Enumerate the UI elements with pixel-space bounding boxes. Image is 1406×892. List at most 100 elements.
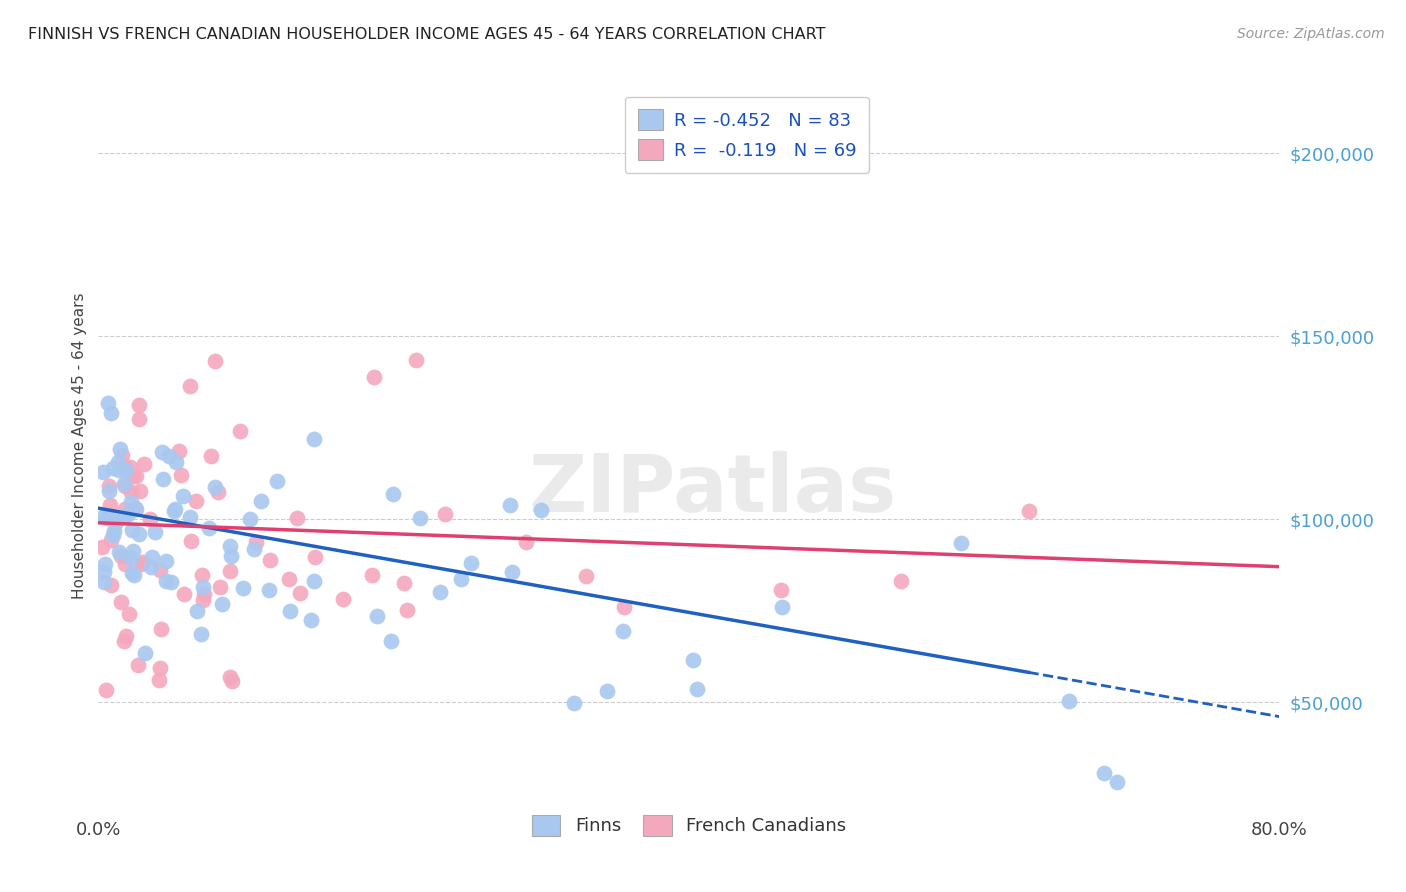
Point [128, 527, 150, 541]
Point [111, 449, 134, 463]
Point [141, 550, 163, 565]
Point [530, 502, 553, 516]
Point [193, 580, 215, 594]
Point [409, 511, 432, 525]
Point [304, 574, 326, 588]
Point [157, 449, 180, 463]
Point [134, 646, 156, 660]
Point [107, 455, 129, 469]
Point [112, 634, 135, 648]
Point [285, 511, 308, 525]
Point [191, 567, 214, 582]
Point [180, 534, 202, 549]
Point [100, 406, 122, 420]
Point [277, 573, 299, 587]
Point [103, 524, 125, 538]
Point [118, 607, 141, 622]
Point [165, 455, 187, 469]
Point [685, 682, 707, 697]
Point [94, 558, 117, 572]
Point [200, 449, 222, 463]
Point [110, 595, 132, 609]
Point [232, 582, 254, 596]
Point [257, 583, 280, 598]
Point [204, 354, 226, 368]
Point [149, 661, 172, 675]
Point [1057, 694, 1080, 708]
Point [179, 509, 201, 524]
Point [128, 412, 150, 426]
Point [96, 510, 118, 524]
Point [127, 658, 149, 673]
Point [221, 673, 243, 688]
Point [332, 592, 354, 607]
Point [499, 498, 522, 512]
Point [190, 626, 212, 640]
Point [167, 444, 190, 458]
Point [186, 604, 208, 618]
Point [575, 569, 598, 583]
Point [90, 541, 112, 555]
Point [108, 544, 131, 558]
Point [124, 501, 146, 516]
Point [243, 541, 266, 556]
Point [612, 624, 634, 638]
Point [193, 587, 215, 601]
Point [114, 502, 136, 516]
Point [125, 469, 148, 483]
Point [382, 487, 405, 501]
Point [150, 444, 173, 458]
Point [211, 597, 233, 611]
Point [148, 673, 170, 687]
Point [122, 468, 145, 483]
Point [120, 485, 142, 500]
Point [239, 512, 262, 526]
Point [94, 683, 117, 698]
Point [564, 696, 586, 710]
Point [139, 559, 162, 574]
Point [114, 463, 136, 477]
Point [218, 669, 240, 683]
Point [103, 528, 125, 542]
Point [613, 599, 636, 614]
Point [101, 461, 124, 475]
Point [890, 574, 912, 588]
Point [460, 556, 482, 570]
Point [221, 549, 243, 563]
Point [179, 378, 201, 392]
Point [120, 550, 142, 565]
Point [1105, 775, 1128, 789]
Point [184, 493, 207, 508]
Point [172, 489, 194, 503]
Point [97, 483, 120, 498]
Point [112, 510, 135, 524]
Point [120, 494, 142, 508]
Point [173, 587, 195, 601]
Point [112, 476, 135, 491]
Point [207, 484, 229, 499]
Point [125, 501, 148, 516]
Point [97, 396, 120, 410]
Point [100, 577, 122, 591]
Point [501, 565, 523, 579]
Point [93, 565, 115, 579]
Point [245, 534, 267, 549]
Point [278, 604, 301, 618]
Point [152, 472, 174, 486]
Point [150, 622, 173, 636]
Point [682, 653, 704, 667]
Point [266, 474, 288, 488]
Point [595, 684, 617, 698]
Point [405, 353, 427, 368]
Point [197, 521, 219, 535]
Point [259, 553, 281, 567]
Point [114, 479, 136, 493]
Point [134, 457, 156, 471]
Legend: Finns, French Canadians: Finns, French Canadians [524, 807, 853, 843]
Point [108, 442, 131, 456]
Point [219, 564, 242, 578]
Point [949, 536, 972, 550]
Point [129, 557, 152, 571]
Point [363, 370, 385, 384]
Point [429, 585, 451, 599]
